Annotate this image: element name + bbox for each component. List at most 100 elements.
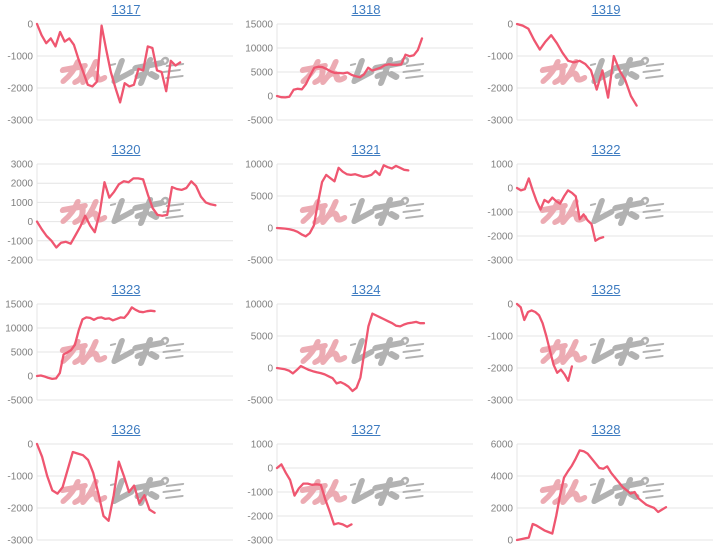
chart-link[interactable]: 1324 [351, 282, 381, 297]
chart-link[interactable]: 1317 [111, 2, 141, 17]
y-axis-tick-label: 5000 [251, 68, 274, 79]
y-axis-tick-label: -2000 [487, 364, 513, 375]
y-axis-tick-label: 15000 [245, 20, 273, 31]
y-axis-tick-label: 0 [507, 20, 513, 31]
y-axis-tick-label: 0 [507, 536, 513, 547]
chart-cell-1326: 1326 0 -1000 -2000 -3000 [0, 420, 240, 558]
watermark-minrepo-logo [59, 336, 185, 366]
y-axis-tick-label: -2000 [7, 256, 33, 267]
chart-canvas: 15000 10000 5000 0 -5000 [5, 300, 233, 407]
chart-link[interactable]: 1326 [111, 422, 141, 437]
y-axis-tick-label: -1000 [487, 208, 513, 219]
watermark-minrepo-logo [539, 336, 665, 366]
chart-line [515, 177, 605, 242]
y-axis-tick-label: 2000 [11, 179, 34, 190]
chart-canvas: 0 -1000 -2000 -3000 [487, 300, 713, 407]
watermark-minrepo-logo [299, 476, 425, 506]
y-axis-tick-label: 0 [267, 92, 273, 103]
y-axis-tick-label: 3000 [11, 160, 34, 171]
chart-cell-1327: 1327 1000 0 -1000 -2000 -3000 [240, 420, 480, 558]
watermark-minrepo-logo [59, 196, 185, 226]
chart-cell-1322: 1322 1000 0 -1000 -2000 -3000 [480, 140, 720, 280]
y-axis-tick-label: -1000 [487, 332, 513, 343]
y-axis-tick-label: 0 [507, 300, 513, 311]
y-axis-tick-label: 5000 [251, 192, 274, 203]
chart-link[interactable]: 1321 [351, 142, 381, 157]
y-axis-tick-label: -2000 [487, 232, 513, 243]
y-axis-tick-label: 0 [27, 20, 33, 31]
chart-line [275, 37, 424, 99]
y-axis-tick-label: -2000 [7, 504, 33, 515]
y-axis-tick-label: -5000 [247, 256, 273, 267]
chart-cell-1328: 1328 6000 4000 2000 0 [480, 420, 720, 558]
chart-line [35, 22, 182, 104]
y-axis-tick-label: 0 [27, 217, 33, 228]
chart-link[interactable]: 1318 [351, 2, 381, 17]
y-axis-tick-label: -3000 [7, 116, 33, 127]
chart-canvas: 3000 2000 1000 0 -1000 -2000 [7, 160, 233, 267]
y-axis-tick-label: 10000 [245, 160, 273, 171]
y-axis-tick-label: 0 [267, 464, 273, 475]
y-axis-tick-label: 2000 [491, 504, 514, 515]
y-axis-tick-label: 10000 [245, 300, 273, 311]
y-axis-tick-label: -2000 [247, 512, 273, 523]
y-axis-tick-label: -5000 [247, 396, 273, 407]
chart-cell-1321: 1321 10000 5000 0 -5000 [240, 140, 480, 280]
y-axis-tick-label: -1000 [7, 52, 33, 63]
chart-cell-1320: 1320 3000 2000 1000 0 -1000 -2000 [0, 140, 240, 280]
y-axis-tick-label: 0 [267, 364, 273, 375]
y-axis-tick-label: 15000 [5, 300, 33, 311]
y-axis-tick-label: -3000 [487, 256, 513, 267]
chart-link[interactable]: 1320 [111, 142, 141, 157]
chart-canvas: 0 -1000 -2000 -3000 [7, 440, 233, 547]
y-axis-tick-label: 10000 [245, 44, 273, 55]
chart-line [515, 302, 574, 382]
chart-canvas: 1000 0 -1000 -2000 -3000 [247, 440, 473, 547]
chart-link[interactable]: 1323 [111, 282, 141, 297]
chart-canvas: 10000 5000 0 -5000 [245, 300, 473, 407]
y-axis-tick-label: 10000 [5, 324, 33, 335]
chart-line [35, 442, 156, 522]
chart-link[interactable]: 1327 [351, 422, 381, 437]
chart-line [275, 164, 410, 238]
chart-cell-1323: 1323 15000 10000 5000 0 -5000 [0, 280, 240, 420]
chart-line [515, 22, 638, 107]
chart-link[interactable]: 1325 [591, 282, 621, 297]
chart-line [35, 306, 156, 381]
y-axis-tick-label: -3000 [487, 396, 513, 407]
y-axis-tick-label: 5000 [11, 348, 34, 359]
chart-line [275, 312, 426, 393]
chart-canvas: 0 -1000 -2000 -3000 [7, 20, 233, 127]
chart-canvas: 0 -1000 -2000 -3000 [487, 20, 713, 127]
y-axis-tick-label: -2000 [487, 84, 513, 95]
y-axis-tick-label: -1000 [7, 236, 33, 247]
chart-canvas: 15000 10000 5000 0 -5000 [245, 20, 473, 127]
chart-line [515, 449, 668, 542]
y-axis-tick-label: 1000 [491, 160, 514, 171]
y-axis-tick-label: -5000 [7, 396, 33, 407]
chart-link[interactable]: 1322 [591, 142, 621, 157]
chart-link[interactable]: 1319 [591, 2, 621, 17]
y-axis-tick-label: -3000 [7, 536, 33, 547]
chart-canvas: 10000 5000 0 -5000 [245, 160, 473, 267]
chart-link[interactable]: 1328 [591, 422, 621, 437]
y-axis-tick-label: 1000 [251, 440, 274, 451]
chart-canvas: 6000 4000 2000 0 [491, 440, 713, 547]
chart-cell-1318: 1318 15000 10000 5000 0 -5000 [240, 0, 480, 140]
y-axis-tick-label: 0 [507, 184, 513, 195]
y-axis-tick-label: 4000 [491, 472, 514, 483]
y-axis-tick-label: 0 [27, 372, 33, 383]
chart-line [275, 463, 353, 528]
y-axis-tick-label: -5000 [247, 116, 273, 127]
y-axis-tick-label: -3000 [487, 116, 513, 127]
chart-line [35, 177, 217, 249]
watermark-minrepo-logo [299, 56, 425, 86]
y-axis-tick-label: 1000 [11, 198, 34, 209]
chart-cell-1319: 1319 0 -1000 -2000 -3000 [480, 0, 720, 140]
y-axis-tick-label: -1000 [487, 52, 513, 63]
y-axis-tick-label: -2000 [7, 84, 33, 95]
chart-cell-1324: 1324 10000 5000 0 -5000 [240, 280, 480, 420]
y-axis-tick-label: 0 [27, 440, 33, 451]
